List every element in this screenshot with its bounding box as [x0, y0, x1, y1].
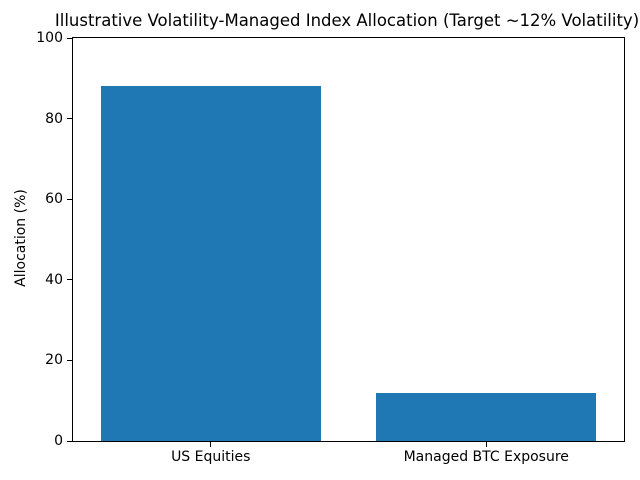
y-tick-label: 60: [45, 191, 63, 208]
y-tick-label: 0: [54, 433, 63, 449]
x-tick-label: Managed BTC Exposure: [403, 449, 569, 465]
x-tick-mark: [210, 442, 212, 447]
chart-title: Illustrative Volatility-Managed Index Al…: [54, 11, 640, 30]
y-tick-label: 20: [45, 352, 63, 369]
y-tick-mark: [67, 37, 72, 39]
y-tick-mark: [67, 440, 72, 442]
y-tick-label: 100: [36, 30, 63, 46]
x-tick-label: US Equities: [171, 449, 251, 465]
x-tick-mark: [485, 442, 487, 447]
y-axis-label: Allocation (%): [13, 189, 29, 287]
bar-us-equities: [100, 86, 321, 441]
y-tick-mark: [67, 198, 72, 200]
y-tick-label: 80: [45, 110, 63, 127]
y-tick-label: 40: [45, 271, 63, 288]
y-tick-mark: [67, 359, 72, 361]
bar-managed-btc-exposure: [376, 392, 597, 441]
plot-area: 0 20 40 60 80 100 US Equities Managed BTC Expos…: [36, 31, 625, 464]
y-tick-mark: [67, 279, 72, 281]
y-tick-mark: [67, 118, 72, 120]
